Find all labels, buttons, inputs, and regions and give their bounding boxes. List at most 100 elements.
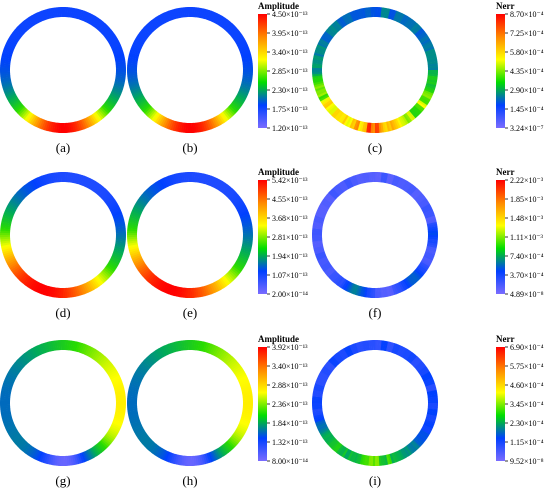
ring-segment: [20, 354, 30, 364]
ring-segment: [209, 283, 216, 294]
ring-segment: [4, 254, 15, 261]
ring-segment: [103, 435, 113, 444]
ring-segment: [234, 429, 245, 437]
ring-segment: [130, 381, 141, 387]
ring-segment: [17, 106, 27, 116]
ring-segment: [166, 343, 173, 354]
colorbar-tick-label: 2.90×10⁻⁴: [510, 86, 544, 95]
ring-segment: [130, 420, 141, 427]
ring-segment: [357, 341, 363, 353]
ring-segment: [343, 347, 351, 358]
ring-segment: [359, 341, 365, 352]
ring-segment: [426, 219, 437, 225]
ring-segment: [86, 178, 93, 189]
ring-segment: [111, 89, 122, 96]
ring-segment: [1, 387, 12, 393]
ring-segment: [228, 191, 238, 200]
ring-5: [312, 172, 438, 298]
ring-segment: [411, 106, 421, 116]
ring-segment: [104, 434, 114, 443]
ring-segment: [146, 107, 155, 117]
ring-segment: [166, 10, 173, 21]
ring-segment: [391, 452, 397, 464]
ring-segment: [420, 203, 431, 211]
ring-segment: [91, 16, 99, 27]
ring-segment: [231, 31, 242, 40]
ring-segment: [29, 114, 37, 125]
ring-segment: [152, 277, 161, 288]
ring-segment: [129, 251, 141, 257]
ring-segment: [3, 381, 14, 387]
ring-segment: [355, 453, 361, 464]
colorbar-tick-label: 1.45×10⁻⁴: [510, 105, 544, 114]
ring-segment: [75, 120, 81, 132]
ring-segment: [27, 16, 36, 27]
ring-segment: [209, 118, 216, 129]
ring-segment: [401, 114, 409, 125]
ring-segment: [403, 16, 411, 27]
ring-segment: [79, 119, 85, 131]
ring-segment: [75, 8, 81, 20]
ring-segment: [1, 219, 12, 225]
ring-segment: [355, 285, 361, 296]
ring-segment: [396, 282, 403, 293]
ring-segment: [166, 284, 172, 295]
ring-segment: [1, 54, 12, 60]
ring-segment: [15, 105, 25, 114]
ring-segment: [236, 373, 247, 381]
ring-segment: [109, 205, 120, 213]
ring-segment: [2, 86, 14, 92]
ring-segment: [200, 121, 206, 132]
ring-segment: [397, 449, 405, 460]
ring-segment: [211, 282, 218, 293]
ring-segment: [220, 111, 229, 122]
ring-segment: [100, 105, 110, 114]
ring-segment: [94, 352, 103, 362]
ring-segment: [412, 105, 422, 114]
ring-segment: [86, 346, 93, 357]
ring-segment: [417, 365, 428, 374]
ring-segment: [41, 452, 47, 463]
ring-segment: [162, 177, 169, 188]
ring-segment: [10, 264, 21, 273]
ring-segment: [349, 344, 356, 355]
ring-segment: [104, 364, 115, 373]
ring-segment: [313, 415, 325, 421]
ring-segment: [314, 417, 325, 423]
ring-segment: [408, 274, 418, 284]
ring-segment: [168, 119, 174, 130]
ring-segment: [137, 197, 148, 206]
ring-segment: [316, 44, 327, 51]
ring-segment: [7, 203, 18, 211]
ring-segment: [113, 50, 124, 56]
ring-segment: [416, 266, 426, 275]
ring-segment: [222, 185, 231, 195]
ring-segment: [320, 429, 331, 437]
ring-segment: [229, 437, 239, 446]
ring-8: [312, 340, 438, 466]
ring-segment: [150, 444, 159, 454]
ring-segment: [207, 119, 214, 130]
ring-segment: [101, 191, 111, 200]
ring-segment: [130, 252, 141, 259]
ring-segment: [204, 342, 210, 353]
ring-segment: [396, 177, 403, 188]
ring-segment: [387, 173, 393, 185]
ring-segment: [424, 253, 435, 259]
ring-segment: [339, 113, 347, 124]
ring-segment: [6, 92, 17, 100]
ring-segment: [227, 270, 237, 279]
ring-segment: [25, 445, 34, 456]
ring-segment: [208, 175, 214, 186]
ring-segment: [128, 415, 140, 421]
ring-segment: [141, 27, 151, 36]
ring-segment: [413, 191, 423, 200]
ring-segment: [128, 219, 139, 225]
ring-segment: [13, 362, 23, 371]
ring-segment: [219, 112, 228, 123]
ring-segment: [111, 422, 122, 429]
ring-segment: [422, 207, 433, 214]
ring-segment: [13, 29, 23, 38]
ring-segment: [323, 433, 334, 442]
ring-segment: [105, 365, 116, 374]
